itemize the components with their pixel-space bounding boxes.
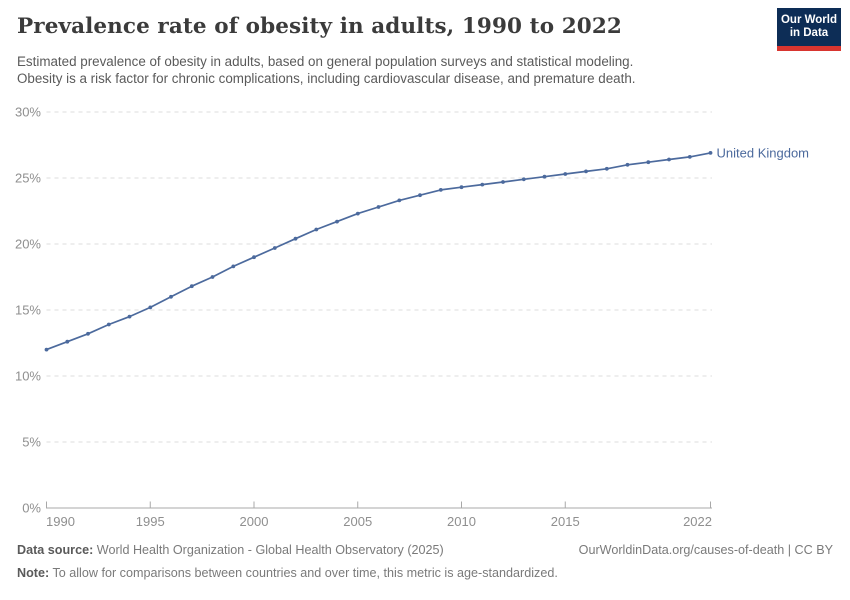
y-axis-labels: 0% 5% 10% 15% 20% 25% 30% [15, 105, 41, 516]
x-tick-label-2010: 2010 [447, 514, 476, 529]
y-tick-label-20: 20% [15, 237, 41, 252]
data-point-2020[interactable] [667, 157, 671, 162]
data-point-2002[interactable] [293, 236, 298, 241]
x-tick-label-1990: 1990 [46, 514, 75, 529]
data-point-2006[interactable] [376, 205, 381, 209]
data-point-2015[interactable] [563, 172, 568, 176]
series-line-united-kingdom[interactable] [45, 152, 712, 351]
note: Note: To allow for comparisons between c… [17, 566, 558, 580]
data-point-2001[interactable] [272, 246, 277, 250]
data-point-2016[interactable] [584, 169, 588, 174]
y-tick-label-25: 25% [15, 171, 41, 186]
page-title: Prevalence rate of obesity in adults, 19… [17, 14, 622, 39]
data-point-2021[interactable] [687, 155, 692, 159]
data-point-1993[interactable] [106, 322, 111, 327]
data-point-1999[interactable] [231, 264, 236, 269]
y-tick-label-10: 10% [15, 369, 41, 384]
data-source-text: World Health Organization - Global Healt… [93, 543, 444, 557]
y-tick-label-5: 5% [22, 435, 41, 450]
data-point-1991[interactable] [65, 339, 70, 344]
owid-logo-line1: Our World [780, 14, 837, 26]
series-end-label: United Kingdom [717, 145, 810, 160]
data-point-2009[interactable] [438, 188, 443, 192]
data-point-1997[interactable] [189, 284, 194, 289]
x-tick-label-1995: 1995 [136, 514, 165, 529]
note-text: To allow for comparisons between countri… [49, 566, 558, 580]
data-point-2014[interactable] [542, 174, 547, 179]
y-tick-label-15: 15% [15, 303, 41, 318]
data-point-1994[interactable] [127, 314, 132, 319]
data-point-2005[interactable] [355, 211, 360, 216]
data-point-2003[interactable] [314, 227, 319, 232]
data-point-2004[interactable] [335, 219, 339, 224]
chart-subtitle-line1: Estimated prevalence of obesity in adult… [17, 54, 634, 69]
chart-subtitle: Estimated prevalence of obesity in adult… [17, 53, 737, 87]
data-point-2011[interactable] [480, 182, 485, 187]
data-point-2008[interactable] [418, 193, 422, 198]
chart-subtitle-line2: Obesity is a risk factor for chronic com… [17, 71, 636, 86]
entity-label: United Kingdom [717, 145, 810, 160]
gridlines [46, 111, 712, 443]
data-point-2019[interactable] [646, 160, 651, 165]
data-point-2010[interactable] [459, 185, 464, 190]
x-tick-label-2005: 2005 [343, 514, 372, 529]
data-point-1996[interactable] [169, 294, 173, 299]
owid-logo[interactable]: Our World in Data [777, 8, 841, 51]
y-tick-label-30: 30% [15, 105, 41, 120]
data-source-label: Data source: [17, 543, 94, 557]
data-point-2022[interactable] [708, 151, 713, 155]
credit-link[interactable]: OurWorldinData.org/causes-of-death | CC … [578, 543, 833, 557]
x-tick-label-2000: 2000 [240, 514, 269, 529]
data-point-1992[interactable] [86, 331, 90, 336]
data-point-1998[interactable] [210, 275, 215, 279]
data-source: Data source: World Health Organization -… [17, 543, 444, 557]
data-point-2012[interactable] [501, 180, 505, 184]
data-point-1990[interactable] [44, 347, 49, 352]
data-series[interactable] [44, 151, 713, 352]
x-tick-label-2022: 2022 [683, 514, 712, 529]
data-point-2018[interactable] [625, 162, 630, 167]
data-point-2007[interactable] [397, 198, 402, 203]
data-point-2017[interactable] [604, 166, 609, 171]
data-point-2000[interactable] [252, 255, 256, 260]
owid-logo-line2: in Data [789, 27, 829, 39]
x-tick-label-2015: 2015 [551, 514, 580, 529]
x-axis: 1990 1995 2000 2005 2010 2015 2022 [46, 501, 712, 529]
y-tick-label-0: 0% [22, 501, 41, 516]
note-label: Note: [17, 566, 50, 580]
data-point-2013[interactable] [521, 177, 526, 182]
data-point-1995[interactable] [148, 305, 153, 310]
